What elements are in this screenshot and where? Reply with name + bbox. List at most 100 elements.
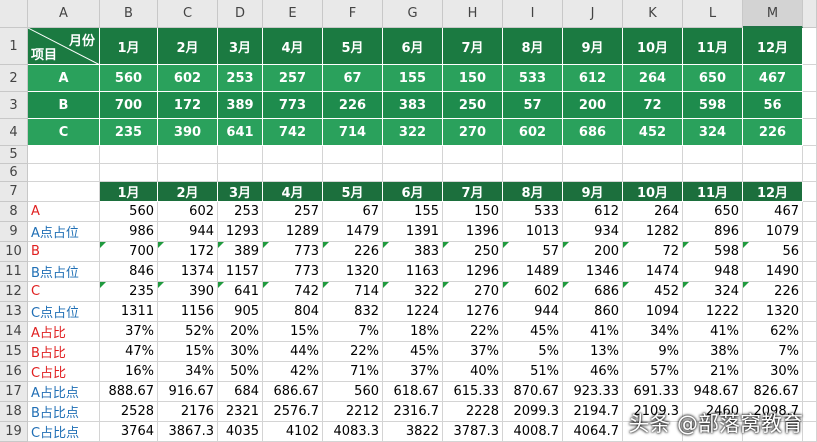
value-cell: 2576.7: [263, 402, 323, 422]
empty-cell: [803, 65, 817, 92]
value-cell: 2460: [683, 402, 743, 422]
value-cell: 826.67: [743, 382, 803, 402]
empty-cell: [383, 146, 443, 164]
value-cell: 700: [100, 242, 158, 262]
value-cell: 1396: [443, 222, 503, 242]
corner-top: 月份: [68, 34, 95, 49]
value-cell: 250: [443, 242, 503, 262]
value-cell: 30%: [743, 362, 803, 382]
value-cell: 467: [743, 202, 803, 222]
row-label: C占比: [28, 362, 100, 382]
row-label: A: [28, 202, 100, 222]
value-cell: 773: [263, 242, 323, 262]
value-cell: 7%: [323, 322, 383, 342]
value-cell: 38%: [683, 342, 743, 362]
value-cell: 2212: [323, 402, 383, 422]
value-cell: 1479: [323, 222, 383, 242]
value-cell: 1374: [158, 262, 218, 282]
value-cell: 905: [218, 302, 263, 322]
value-cell: 226: [743, 282, 803, 302]
value-cell: 686: [563, 119, 623, 146]
empty-cell: [803, 119, 817, 146]
value-cell: 714: [323, 119, 383, 146]
empty-cell: [803, 282, 817, 302]
value-cell: 888.67: [100, 382, 158, 402]
value-cell: 72: [623, 242, 683, 262]
row-header: 1: [0, 28, 28, 65]
empty-cell: [158, 164, 218, 182]
column-header: D: [218, 0, 263, 28]
value-cell: 322: [383, 282, 443, 302]
value-cell: 2316.7: [383, 402, 443, 422]
row-label: B占比点: [28, 402, 100, 422]
value-cell: 4064.7: [563, 422, 623, 442]
empty-cell: [323, 164, 383, 182]
value-cell: 1079: [743, 222, 803, 242]
month-header: 5月: [323, 182, 383, 202]
row-label: C: [28, 282, 100, 302]
row-header: 19: [0, 422, 28, 442]
value-cell: 62%: [743, 322, 803, 342]
column-header: E: [263, 0, 323, 28]
value-cell: 322: [383, 119, 443, 146]
corner-header: 月份 项目: [28, 28, 100, 65]
value-cell: 16%: [100, 362, 158, 382]
month-header: 11月: [683, 28, 743, 65]
value-cell: 944: [158, 222, 218, 242]
column-header: C: [158, 0, 218, 28]
value-cell: 742: [263, 119, 323, 146]
row-header: 17: [0, 382, 28, 402]
empty-cell: [323, 146, 383, 164]
value-cell: 804: [263, 302, 323, 322]
value-cell: 22%: [443, 322, 503, 342]
empty-cell: [623, 146, 683, 164]
value-cell: 155: [383, 202, 443, 222]
empty-cell: [218, 146, 263, 164]
column-header: L: [683, 0, 743, 28]
empty-cell: [803, 422, 817, 442]
row-label: B: [28, 242, 100, 262]
value-cell: 1094: [623, 302, 683, 322]
column-header: M: [743, 0, 803, 28]
value-cell: 20%: [218, 322, 263, 342]
empty-cell: [803, 182, 817, 202]
row-header: 12: [0, 282, 28, 302]
row-header: 18: [0, 402, 28, 422]
value-cell: 200: [563, 242, 623, 262]
month-header: 4月: [263, 28, 323, 65]
value-cell: 1289: [263, 222, 323, 242]
empty-cell: [803, 262, 817, 282]
value-cell: 3764: [100, 422, 158, 442]
value-cell: 467: [743, 65, 803, 92]
value-cell: 30%: [218, 342, 263, 362]
value-cell: 57: [503, 242, 563, 262]
value-cell: 1276: [443, 302, 503, 322]
value-cell: 44%: [263, 342, 323, 362]
value-cell: 264: [623, 202, 683, 222]
value-cell: 560: [100, 65, 158, 92]
empty-cell: [503, 164, 563, 182]
value-cell: 155: [383, 65, 443, 92]
value-cell: 50%: [218, 362, 263, 382]
month-header: 4月: [263, 182, 323, 202]
value-cell: 773: [263, 92, 323, 119]
corner-bottom: 项目: [31, 48, 58, 63]
value-cell: 4035: [218, 422, 263, 442]
empty-cell: [803, 146, 817, 164]
value-cell: 172: [158, 92, 218, 119]
value-cell: 72: [623, 92, 683, 119]
value-cell: 2528: [100, 402, 158, 422]
value-cell: 250: [443, 92, 503, 119]
value-cell: 1224: [383, 302, 443, 322]
empty-cell: [28, 164, 100, 182]
value-cell: 390: [158, 282, 218, 302]
value-cell: 389: [218, 242, 263, 262]
value-cell: 452: [623, 282, 683, 302]
value-cell: 9%: [623, 342, 683, 362]
empty-cell: [803, 382, 817, 402]
value-cell: 615.33: [443, 382, 503, 402]
diagonal: [28, 28, 99, 64]
value-cell: 2194.7: [563, 402, 623, 422]
empty-cell: [563, 146, 623, 164]
